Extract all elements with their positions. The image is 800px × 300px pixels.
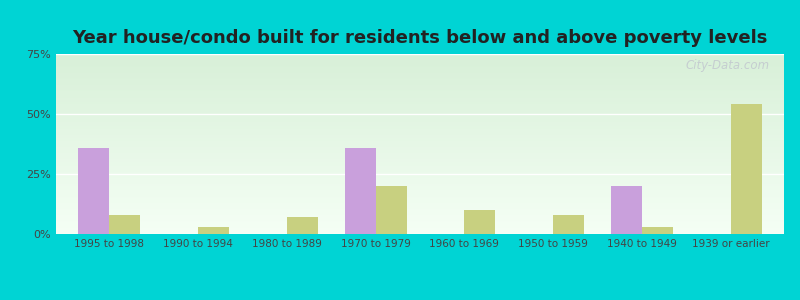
Bar (198, 227, 229, 234)
Bar (730, 104, 762, 234)
Text: City-Data.com: City-Data.com (686, 59, 770, 72)
Bar (553, 215, 584, 234)
Bar (642, 227, 673, 234)
Bar (611, 186, 642, 234)
Bar (376, 186, 406, 234)
Bar (345, 148, 376, 234)
Title: Year house/condo built for residents below and above poverty levels: Year house/condo built for residents bel… (72, 29, 768, 47)
Legend: Owners below poverty level, Owners above poverty level: Owners below poverty level, Owners above… (211, 299, 629, 300)
Bar (287, 217, 318, 234)
Bar (110, 215, 140, 234)
Bar (78, 148, 110, 234)
Bar (464, 210, 495, 234)
